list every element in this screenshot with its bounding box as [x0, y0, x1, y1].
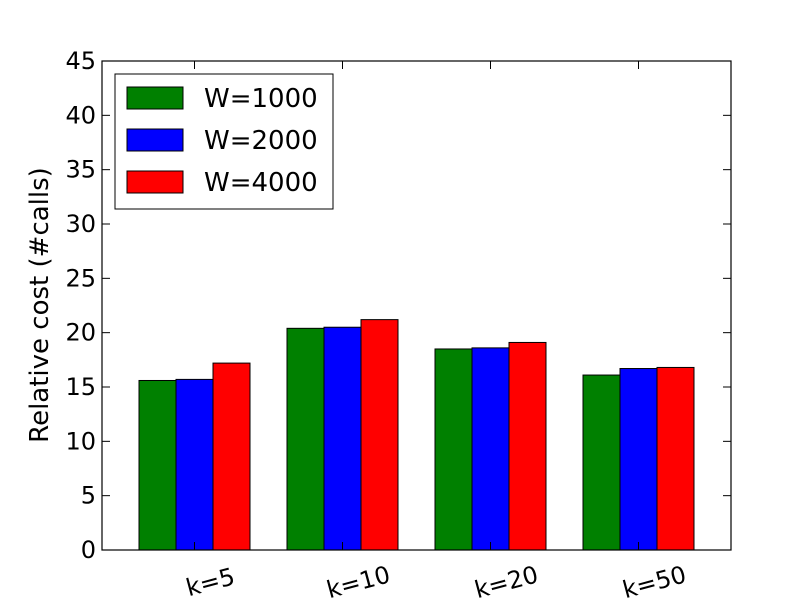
x-tick-label: k=5 [183, 562, 238, 602]
y-axis-ticks: 0 5 10 15 20 25 30 35 40 45 [65, 47, 731, 564]
x-tick-label: k=20 [472, 560, 542, 604]
x-tick-label: k=50 [620, 560, 690, 604]
x-tick-label: k=10 [324, 560, 394, 604]
bar-w-2000-k-20 [471, 347, 510, 551]
y-tick-label: 15 [65, 373, 96, 401]
y-tick-label: 45 [65, 47, 96, 75]
bar-w-1000-k-20 [434, 348, 473, 551]
legend-swatch [126, 86, 184, 110]
bar-w-4000-k-20 [508, 341, 547, 551]
legend-label: W=4000 [204, 168, 318, 198]
legend-swatch [126, 128, 184, 152]
y-tick-label: 0 [81, 536, 96, 564]
bar-w-1000-k-50 [582, 374, 621, 551]
y-axis-label: Relative cost (#calls) [25, 167, 55, 443]
y-tick-label: 10 [65, 427, 96, 455]
bar-w-1000-k-10 [286, 327, 325, 551]
bar-w-4000-k-5 [212, 362, 251, 551]
legend-label: W=1000 [204, 84, 318, 114]
y-tick-label: 40 [65, 101, 96, 129]
legend-label: W=2000 [204, 126, 318, 156]
legend-swatch [126, 170, 184, 194]
bar-w-2000-k-5 [175, 378, 214, 551]
y-tick-label: 25 [65, 264, 96, 292]
y-tick-label: 20 [65, 319, 96, 347]
plot-frame [101, 60, 732, 551]
bar-w-4000-k-10 [360, 319, 399, 551]
legend: W=1000 W=2000 W=4000 [114, 73, 334, 210]
bar-w-1000-k-5 [138, 379, 177, 551]
y-tick-label: 30 [65, 210, 96, 238]
bars-group [138, 319, 695, 551]
y-tick-label: 5 [81, 482, 96, 510]
bar-w-2000-k-10 [323, 326, 362, 551]
bar-w-2000-k-50 [619, 368, 658, 551]
y-tick-label: 35 [65, 156, 96, 184]
bar-w-4000-k-50 [656, 366, 695, 551]
